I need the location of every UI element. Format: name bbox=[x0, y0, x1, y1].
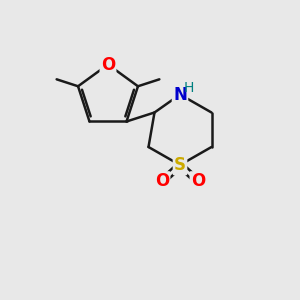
Text: O: O bbox=[101, 56, 115, 74]
Text: S: S bbox=[174, 156, 186, 174]
Text: O: O bbox=[191, 172, 205, 190]
Text: H: H bbox=[184, 81, 194, 95]
Text: O: O bbox=[155, 172, 169, 190]
Text: N: N bbox=[173, 85, 187, 103]
